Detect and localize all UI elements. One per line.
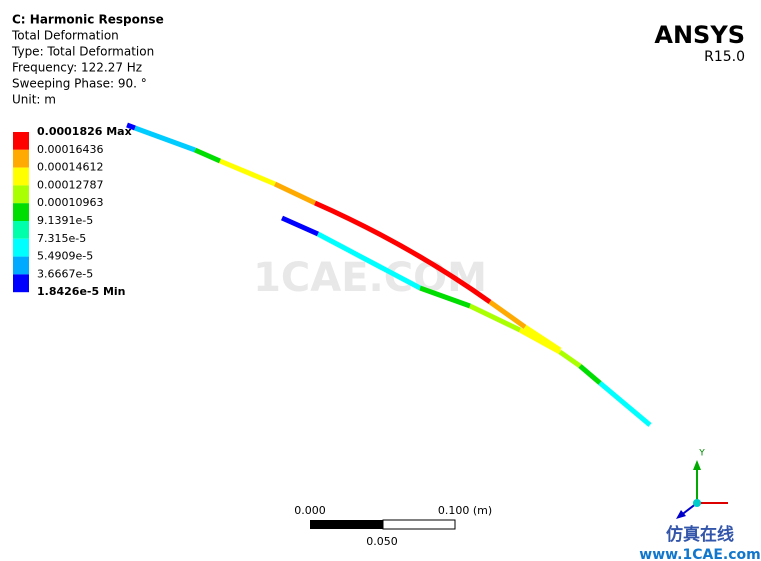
legend-label: 5.4909e-5 xyxy=(37,250,93,263)
legend-swatch xyxy=(13,274,29,293)
scale-right: 0.100 (m) xyxy=(438,504,492,517)
beam-lower xyxy=(280,215,652,427)
legend-swatch xyxy=(13,167,29,186)
legend-swatch xyxy=(13,221,29,239)
header-line: Type: Total Deformation xyxy=(11,45,154,59)
legend-swatch xyxy=(13,185,29,204)
legend-label: 0.0001826 Max xyxy=(37,125,132,138)
legend-label: 0.00010963 xyxy=(37,196,103,209)
header-line: Unit: m xyxy=(12,93,56,107)
scale-bar-white xyxy=(382,519,456,530)
legend-label: 1.8426e-5 Min xyxy=(37,285,126,298)
legend-swatch xyxy=(13,203,29,221)
scale-middle: 0.050 xyxy=(366,535,398,548)
logo-name: ANSYS xyxy=(654,21,745,49)
legend-label: 7.315e-5 xyxy=(37,232,86,245)
legend-label: 9.1391e-5 xyxy=(37,214,93,227)
header-line: Total Deformation xyxy=(11,29,119,43)
legend-label: 3.6667e-5 xyxy=(37,267,93,280)
watermark-logo: 仿真在线 xyxy=(666,524,734,545)
scale-left: 0.000 xyxy=(294,504,326,517)
legend-label: 0.00016436 xyxy=(37,143,103,156)
legend-label: 0.00012787 xyxy=(37,178,103,191)
triad-axis: Y xyxy=(698,449,705,459)
result-title: C: Harmonic Response xyxy=(12,13,164,27)
header-line: Frequency: 122.27 Hz xyxy=(12,61,142,75)
legend-swatch xyxy=(13,149,29,168)
triad xyxy=(676,460,728,519)
legend-swatch xyxy=(13,238,29,257)
header-line: Sweeping Phase: 90. ° xyxy=(12,77,147,91)
watermark-url: www.1CAE.com xyxy=(639,547,760,561)
legend-swatch xyxy=(13,132,29,150)
legend-label: 0.00014612 xyxy=(37,161,103,174)
scale-bar-black xyxy=(310,520,383,529)
legend-swatch xyxy=(13,256,29,275)
logo-version: R15.0 xyxy=(704,49,745,65)
